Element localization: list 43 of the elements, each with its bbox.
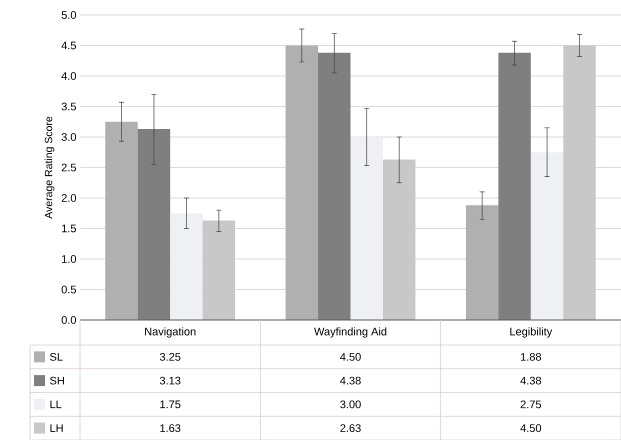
y-tick-label: 4.5 [61, 42, 76, 50]
bar [202, 220, 236, 320]
bar [498, 52, 531, 320]
data-label: 4.38 [520, 376, 542, 384]
bar [138, 129, 170, 320]
y-tick-label: 2.0 [62, 194, 76, 202]
y-tick-label: 4.0 [61, 72, 76, 80]
bar [466, 205, 498, 320]
data-label: 1.75 [160, 400, 180, 408]
bar [530, 152, 564, 320]
x-tick-label: Wayfinding Aid [314, 327, 386, 338]
bar [105, 122, 138, 320]
legend-label: SH [50, 376, 64, 384]
y-tick-label: 1.0 [62, 255, 76, 263]
legend-label: LL [50, 400, 62, 408]
data-label: 1.88 [520, 352, 542, 361]
data-label: 4.50 [520, 424, 542, 432]
legend-label: LH [50, 424, 63, 432]
data-label: 3.13 [160, 376, 180, 384]
bar [318, 52, 351, 320]
data-label: 4.38 [340, 376, 361, 384]
x-tick-label: Legibility [510, 327, 552, 338]
y-axis-title: Average Rating Score [44, 116, 54, 219]
data-label: 1.63 [160, 424, 180, 432]
data-label: 3.25 [160, 352, 180, 361]
y-tick-label: 3.5 [62, 102, 76, 110]
y-tick-label: 0.5 [62, 286, 76, 294]
legend-label: SL [50, 352, 63, 361]
data-label: 2.75 [520, 400, 542, 408]
x-tick-label: Navigation [145, 327, 196, 338]
data-label: 4.50 [340, 352, 361, 361]
y-tick-label: 0.0 [62, 316, 76, 324]
data-label: 3.00 [340, 400, 361, 408]
y-tick-label: 3.0 [62, 133, 76, 141]
bar [563, 45, 596, 320]
y-tick-label: 5.0 [62, 11, 76, 19]
y-tick-label: 1.5 [62, 224, 76, 232]
bar [286, 45, 318, 320]
bar [350, 136, 383, 320]
bar [170, 213, 203, 320]
data-label: 2.63 [340, 424, 361, 432]
y-tick-label: 2.5 [62, 164, 76, 172]
bar [382, 160, 416, 320]
